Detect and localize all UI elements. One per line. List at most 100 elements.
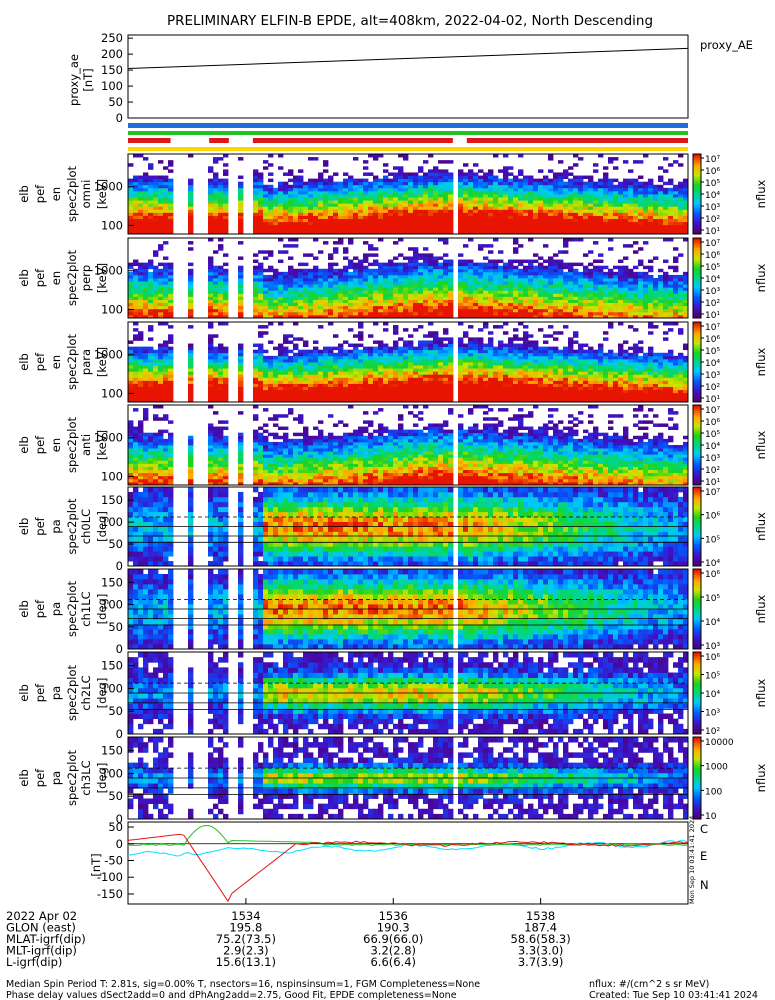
spectrogram-cell	[658, 278, 664, 282]
spectrogram-cell	[478, 278, 484, 282]
spectrogram-cell	[483, 215, 489, 220]
spectrogram-cell	[648, 218, 654, 223]
spectrogram-cell	[293, 187, 299, 192]
spectrogram-cell	[213, 374, 219, 378]
spectrogram-cell	[398, 154, 404, 158]
spectrogram-cell	[283, 271, 289, 276]
spectrogram-cell	[538, 194, 544, 198]
spectrogram-cell	[398, 337, 404, 341]
spectrogram-cell	[458, 299, 464, 304]
spectrogram-cell	[623, 215, 629, 220]
spectrogram-cell	[313, 178, 319, 183]
spectrogram-cell	[668, 265, 674, 270]
spectrogram-cell	[478, 209, 484, 213]
spectrogram-cell	[438, 172, 444, 176]
spectrogram-cell	[333, 358, 339, 363]
spectrogram-cell	[363, 284, 369, 288]
spectrogram-cell	[338, 305, 344, 310]
spectrogram-cell	[303, 305, 309, 310]
spectrogram-cell	[188, 377, 194, 381]
spectrogram-cell	[418, 305, 424, 310]
spectrogram-cell	[268, 290, 274, 294]
spectrogram-cell	[268, 278, 274, 282]
spectrogram-cell	[423, 172, 429, 176]
spectrogram-cell	[278, 374, 284, 378]
status-bar-red-segment	[128, 138, 171, 143]
spectrogram-cell	[568, 200, 574, 204]
spectrogram-cell	[593, 281, 599, 285]
spectrogram-cell	[368, 355, 374, 360]
spectrogram-cell	[603, 265, 609, 270]
spectrogram-cell	[308, 398, 314, 403]
spectrogram-cell	[478, 200, 484, 204]
spectrogram-cell	[678, 314, 684, 319]
spectrogram-cell	[148, 265, 154, 270]
spectrogram-cell	[588, 200, 594, 204]
spectrogram-cell	[208, 227, 214, 232]
spectrogram-cell	[373, 281, 379, 285]
spectrogram-cell	[533, 271, 539, 276]
spectrogram-cell	[498, 308, 504, 313]
spectrogram-cell	[623, 305, 629, 310]
spectrogram-cell	[653, 209, 659, 213]
spectrogram-cell	[398, 302, 404, 307]
spectrogram-cell	[628, 187, 634, 192]
spectrogram-cell	[648, 181, 654, 186]
spectrogram-cell	[208, 302, 214, 307]
spectrogram-cell	[278, 365, 284, 369]
spectrogram-cell	[418, 311, 424, 316]
spectrogram-cell	[353, 268, 359, 273]
spectrogram-cell	[608, 184, 614, 189]
spectrogram-cell	[403, 395, 409, 400]
spectrogram-cell	[308, 371, 314, 375]
spectrogram-cell	[213, 299, 219, 304]
spectrogram-cell	[488, 224, 494, 229]
spectrogram-cell	[403, 340, 409, 344]
spectrogram-cell	[598, 268, 604, 273]
spectrogram-cell	[508, 268, 514, 273]
spectrogram-cell	[413, 389, 419, 394]
spectrogram-cell	[588, 184, 594, 189]
spectrogram-cell	[148, 337, 154, 341]
spectrogram-cell	[383, 368, 389, 372]
spectrogram-cell	[318, 299, 324, 304]
spectrogram-cell	[493, 190, 499, 195]
spectrogram-cell	[488, 284, 494, 288]
spectrogram-cell	[308, 377, 314, 381]
spectrogram-cell	[683, 305, 689, 310]
spectrogram-cell	[153, 227, 159, 232]
spectrogram-cell	[158, 287, 164, 291]
spectrogram-cell	[473, 290, 479, 294]
spectrogram-cell	[303, 377, 309, 381]
spectrogram-cell	[318, 380, 324, 384]
spectrogram-cell	[213, 389, 219, 394]
spectrogram-cell	[443, 206, 449, 210]
spectrogram-cell	[458, 200, 464, 204]
spectrogram-cell	[188, 352, 194, 357]
panel-ylabel-part: pef	[33, 184, 47, 203]
spectrogram-cell	[143, 268, 149, 273]
spectrogram-cell	[338, 314, 344, 319]
spectrogram-cell	[343, 308, 349, 313]
spectrogram-cell	[353, 271, 359, 276]
spectrogram-cell	[208, 293, 214, 297]
spectrogram-cell	[548, 308, 554, 313]
spectrogram-cell	[473, 287, 479, 291]
spectrogram-cell	[603, 305, 609, 310]
spectrogram-cell	[263, 358, 269, 363]
spectrogram-cell	[443, 227, 449, 232]
spectrogram-cell	[158, 383, 164, 388]
spectrogram-cell	[188, 178, 194, 183]
spectrogram-cell	[683, 293, 689, 297]
spectrogram-cell	[348, 368, 354, 372]
colorbar-tick-label: 10³	[705, 203, 720, 213]
spectrogram-cell	[253, 268, 259, 273]
spectrogram-cell	[288, 212, 294, 216]
spectrogram-cell	[373, 215, 379, 220]
spectrogram-cell	[638, 274, 644, 279]
spectrogram-cell	[448, 262, 454, 267]
spectrogram-cell	[613, 224, 619, 229]
spectrogram-cell	[568, 215, 574, 220]
spectrogram-cell	[318, 172, 324, 176]
spectrogram-cell	[513, 247, 519, 251]
